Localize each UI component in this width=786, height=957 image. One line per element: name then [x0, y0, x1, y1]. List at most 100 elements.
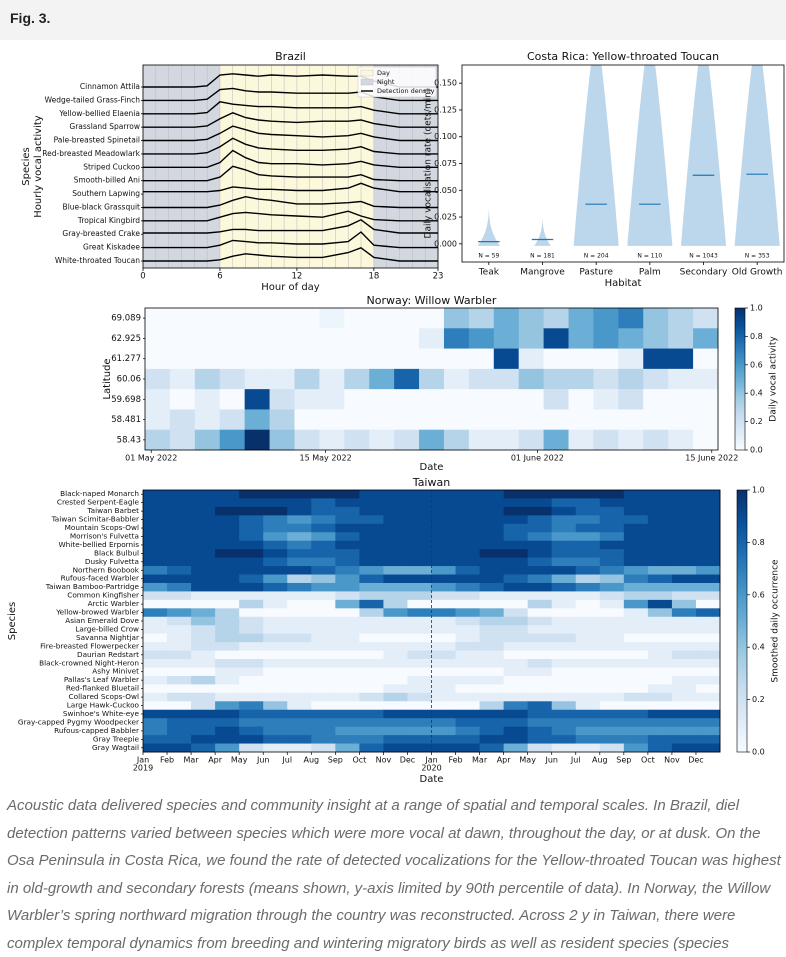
- heat-cell: [479, 684, 505, 694]
- heat-cell: [623, 532, 649, 542]
- heat-cell: [543, 348, 569, 370]
- heat-cell: [599, 490, 625, 499]
- heat-cell: [143, 490, 168, 499]
- heat-cell: [219, 368, 246, 390]
- heat-cell: [407, 515, 432, 525]
- heat-cell: [575, 726, 601, 736]
- heat-cell: [287, 726, 312, 736]
- heat-cell: [479, 709, 505, 719]
- species-label: Striped Cuckoo: [83, 162, 140, 171]
- heat-cell: [623, 675, 649, 685]
- heat-cell: [575, 633, 601, 643]
- heat-cell: [263, 642, 288, 651]
- heat-cell: [575, 532, 601, 542]
- heat-cell: [671, 667, 697, 677]
- heat-cell: [344, 429, 370, 451]
- y-axis-label: Daily vocalisation rate (dets/min): [424, 89, 434, 239]
- heat-cell: [191, 642, 216, 651]
- heat-cell: [167, 684, 192, 694]
- heat-cell: [287, 566, 312, 575]
- heat-cell: [383, 599, 408, 609]
- heat-cell: [419, 308, 445, 329]
- heat-cell: [219, 328, 246, 349]
- colorbar-tick-label: 0.4: [750, 389, 763, 398]
- heat-cell: [551, 709, 577, 719]
- heat-cell: [599, 540, 625, 550]
- heat-cell: [244, 328, 270, 349]
- heat-cell: [671, 532, 697, 542]
- heat-cell: [647, 599, 673, 609]
- heat-cell: [167, 633, 192, 643]
- heat-cell: [647, 490, 673, 499]
- heat-cell: [239, 506, 264, 516]
- heat-cell: [335, 726, 360, 736]
- heat-cell: [479, 498, 505, 508]
- heat-cell: [311, 684, 336, 694]
- heat-cell: [575, 718, 601, 728]
- heat-cell: [518, 389, 545, 410]
- heat-cell: [191, 557, 216, 567]
- violin: [477, 201, 501, 246]
- heat-cell: [503, 566, 529, 575]
- heat-cell: [647, 582, 673, 592]
- heat-cell: [383, 540, 408, 550]
- heat-cell: [431, 490, 456, 499]
- heat-cell: [455, 625, 480, 635]
- species-label: White-throated Toucan: [55, 256, 140, 265]
- y-tick-label: Mountain Scops-Owl: [65, 523, 139, 532]
- heat-cell: [551, 498, 577, 508]
- heat-cell: [479, 515, 505, 525]
- heat-cell: [419, 328, 445, 349]
- heat-cell: [143, 540, 168, 550]
- heat-cell: [407, 692, 432, 702]
- heat-cell: [215, 616, 240, 626]
- heat-cell: [287, 506, 312, 516]
- y-tick-label: 58.43: [117, 435, 141, 445]
- heat-cell: [191, 667, 216, 677]
- heat-cell: [419, 368, 445, 390]
- y-tick-label: Fire-breasted Flowerpecker: [40, 641, 139, 650]
- heat-cell: [527, 490, 553, 499]
- heat-cell: [287, 735, 312, 744]
- heat-cell: [269, 308, 295, 329]
- heat-cell: [407, 735, 432, 744]
- heat-cell: [551, 642, 577, 651]
- heat-cell: [407, 506, 432, 516]
- heat-cell: [263, 557, 288, 567]
- heat-cell: [215, 667, 240, 677]
- heat-cell: [143, 743, 168, 753]
- heat-cell: [191, 523, 216, 533]
- heat-cell: [568, 348, 594, 370]
- heat-cell: [575, 616, 601, 626]
- heat-cell: [599, 549, 625, 559]
- heat-cell: [294, 409, 320, 431]
- heat-cell: [575, 498, 601, 508]
- heat-cell: [263, 692, 288, 702]
- heat-cell: [167, 667, 192, 677]
- heat-cell: [695, 608, 721, 618]
- heat-cell: [143, 608, 168, 618]
- heat-cell: [527, 599, 553, 609]
- heat-cell: [383, 633, 408, 643]
- heat-cell: [443, 389, 470, 410]
- heat-cell: [647, 709, 673, 719]
- heat-cell: [191, 515, 216, 525]
- heat-cell: [431, 709, 456, 719]
- heat-cell: [191, 659, 216, 668]
- heat-cell: [503, 591, 529, 601]
- heat-cell: [335, 582, 360, 592]
- density-line: [143, 87, 438, 102]
- heat-cell: [527, 608, 553, 618]
- heat-cell: [383, 625, 408, 635]
- heat-cell: [369, 348, 395, 370]
- heat-cell: [599, 608, 625, 618]
- x-axis-label: Date: [420, 462, 444, 473]
- heat-cell: [263, 667, 288, 677]
- heat-cell: [359, 498, 384, 508]
- heat-cell: [169, 328, 196, 349]
- heat-cell: [335, 684, 360, 694]
- heat-cell: [455, 515, 480, 525]
- heat-cell: [194, 409, 221, 431]
- violin: [627, 65, 673, 246]
- heat-cell: [263, 718, 288, 728]
